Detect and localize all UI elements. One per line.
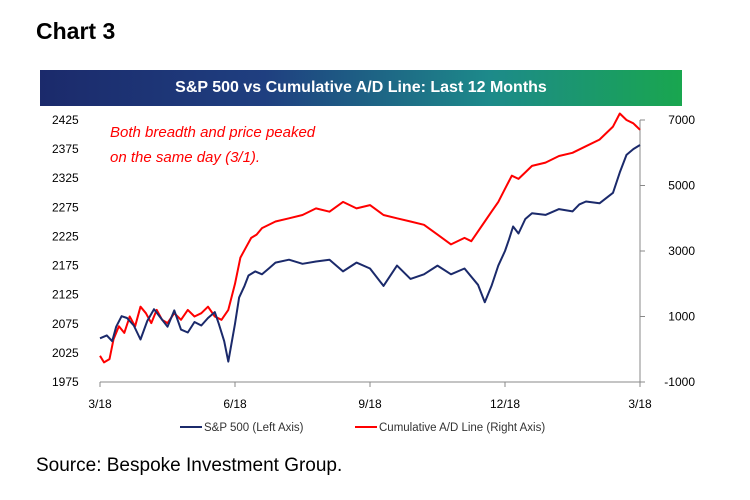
x-tick-label: 6/18 xyxy=(223,397,247,411)
chart-title-bar: S&P 500 vs Cumulative A/D Line: Last 12 … xyxy=(40,70,682,106)
legend-label-sp500: S&P 500 (Left Axis) xyxy=(204,422,304,434)
source-note: Source: Bespoke Investment Group. xyxy=(36,455,343,476)
right-tick-label: -1000 xyxy=(664,375,695,389)
x-tick-label: 9/18 xyxy=(358,397,382,411)
left-tick-label: 1975 xyxy=(52,375,79,389)
right-tick-label: 3000 xyxy=(668,244,695,258)
left-tick-label: 2125 xyxy=(52,288,79,302)
x-tick-label: 3/18 xyxy=(628,397,652,411)
left-tick-label: 2325 xyxy=(52,171,79,185)
chart-number-label: Chart 3 xyxy=(36,18,116,44)
left-tick-label: 2025 xyxy=(52,346,79,360)
right-tick-label: 7000 xyxy=(668,113,695,127)
left-tick-label: 2225 xyxy=(52,229,79,243)
line-chart: 2425 2375 2325 2275 2225 2175 2125 2075 2025 1975… xyxy=(52,112,695,434)
annotation: Both breadth and price peaked on the sam… xyxy=(110,124,316,166)
x-tick-label: 12/18 xyxy=(490,397,520,411)
right-axis-ticks: 7000 5000 3000 1000 -1000 xyxy=(640,113,695,389)
ad-line-series-line xyxy=(99,112,641,364)
left-tick-label: 2175 xyxy=(52,259,79,273)
annotation-line-2: on the same day (3/1). xyxy=(110,149,260,166)
right-tick-label: 1000 xyxy=(668,310,695,324)
left-axis-ticks: 2425 2375 2325 2275 2225 2175 2125 2075 2025 1975 xyxy=(52,113,79,389)
left-tick-label: 2275 xyxy=(52,200,79,214)
legend-label-ad-line: Cumulative A/D Line (Right Axis) xyxy=(379,422,545,434)
left-tick-label: 2375 xyxy=(52,142,79,156)
sp500-series-line xyxy=(99,144,641,363)
x-tick-label: 3/18 xyxy=(88,397,112,411)
right-tick-label: 5000 xyxy=(668,179,695,193)
chart-title: S&P 500 vs Cumulative A/D Line: Last 12 … xyxy=(175,79,547,96)
annotation-line-1: Both breadth and price peaked xyxy=(110,124,316,141)
left-tick-label: 2075 xyxy=(52,317,79,331)
left-tick-label: 2425 xyxy=(52,113,79,127)
x-axis-ticks: 3/18 6/18 9/18 12/18 3/18 xyxy=(88,382,652,411)
legend: S&P 500 (Left Axis) Cumulative A/D Line (… xyxy=(180,422,545,434)
series-lines xyxy=(99,112,641,364)
